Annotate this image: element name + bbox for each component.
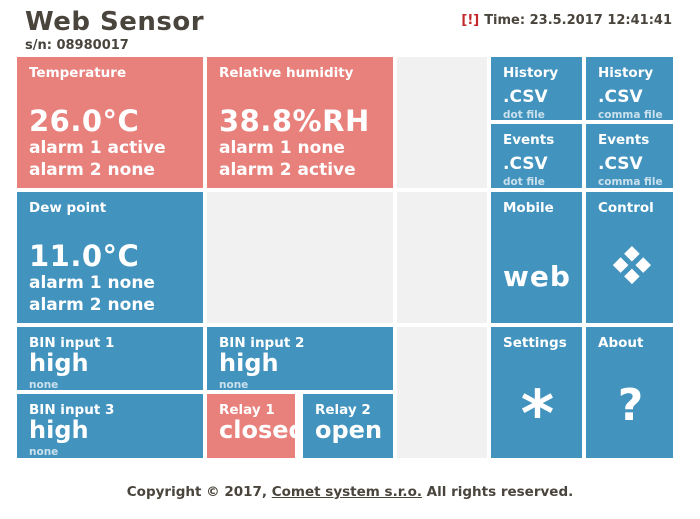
relay2-state: open (315, 416, 383, 445)
tile-temperature: Temperature 26.0°C alarm 1 active alarm … (17, 57, 203, 188)
tile-humidity: Relative humidity 38.8%RH alarm 1 none a… (207, 57, 393, 188)
tile-bin-input-1: BIN input 1 high none (17, 327, 203, 390)
copyright-prefix: Copyright © 2017, (126, 484, 272, 500)
bin1-sub: none (29, 379, 59, 390)
tile-bin-input-2: BIN input 2 high none (207, 327, 393, 390)
tile-relay-1: Relay 1 closed (207, 394, 295, 458)
history-comma-sub: comma file (598, 109, 663, 120)
history-dot-value: .CSV (503, 87, 548, 108)
tile-events-csv-dot[interactable]: Events .CSV dot file (491, 124, 582, 188)
tile-history-csv-comma[interactable]: History .CSV comma file (586, 57, 673, 120)
header: Web Sensor s/n: 08980017 [!] Time: 23.5.2… (0, 0, 700, 53)
history-comma-label: History (598, 65, 654, 81)
time-display: [!] Time: 23.5.2017 12:41:41 (461, 13, 672, 28)
dew-point-label: Dew point (29, 200, 107, 216)
tile-events-csv-comma[interactable]: Events .CSV comma file (586, 124, 673, 188)
about-question-icon: ? (617, 379, 644, 431)
control-diamond-icon (612, 246, 652, 285)
tile-grid: Temperature 26.0°C alarm 1 active alarm … (17, 57, 673, 458)
serial-number: s/n: 08980017 (25, 37, 129, 53)
settings-asterisk-icon: * (520, 377, 555, 452)
tile-history-csv-dot[interactable]: History .CSV dot file (491, 57, 582, 120)
spacer-tile (397, 57, 487, 188)
relay1-label: Relay 1 (219, 402, 275, 418)
dew-point-alarm1: alarm 1 none (29, 273, 155, 294)
events-comma-label: Events (598, 132, 650, 148)
relay1-state: closed (219, 416, 295, 445)
page-title: Web Sensor (25, 7, 205, 37)
time-text: Time: 23.5.2017 12:41:41 (484, 13, 672, 28)
alert-icon: [!] (461, 13, 480, 28)
history-comma-value: .CSV (598, 87, 643, 108)
comet-system-link[interactable]: Comet system s.r.o. (271, 484, 422, 500)
events-dot-value: .CSV (503, 154, 548, 175)
control-label: Control (598, 200, 654, 216)
tile-settings[interactable]: Settings * (491, 327, 582, 458)
events-dot-label: Events (503, 132, 555, 148)
bin1-label: BIN input 1 (29, 335, 115, 351)
bin2-sub: none (219, 379, 249, 390)
bin1-state: high (29, 349, 89, 378)
settings-label: Settings (503, 335, 567, 351)
bin2-label: BIN input 2 (219, 335, 305, 351)
settings-icon-zone: * (503, 351, 572, 452)
humidity-alarm1: alarm 1 none (219, 138, 345, 159)
copyright-suffix: All rights reserved. (421, 484, 574, 500)
temperature-value: 26.0°C (29, 104, 140, 139)
spacer-tile (207, 192, 393, 323)
events-comma-sub: comma file (598, 176, 663, 188)
control-icon-zone (598, 216, 663, 317)
mobile-web-text: web (503, 260, 571, 293)
relay2-label: Relay 2 (315, 402, 371, 418)
bin3-label: BIN input 3 (29, 402, 115, 418)
tile-dew-point: Dew point 11.0°C alarm 1 none alarm 2 no… (17, 192, 203, 323)
relay-row: Relay 1 closed Relay 2 open (207, 394, 393, 458)
history-dot-label: History (503, 65, 559, 81)
bin3-sub: none (29, 446, 59, 458)
humidity-label: Relative humidity (219, 65, 354, 81)
tile-bin-input-3: BIN input 3 high none (17, 394, 203, 458)
about-icon-zone: ? (598, 351, 663, 452)
about-label: About (598, 335, 644, 351)
temperature-alarm2: alarm 2 none (29, 159, 155, 180)
humidity-value: 38.8%RH (219, 104, 370, 139)
events-dot-sub: dot file (503, 176, 545, 188)
tile-relay-2: Relay 2 open (303, 394, 393, 458)
spacer-tile (397, 192, 487, 323)
tile-mobile-web[interactable]: Mobile web (491, 192, 582, 323)
temperature-alarm1: alarm 1 active (29, 138, 166, 159)
dew-point-alarm2: alarm 2 none (29, 294, 155, 315)
humidity-alarm2: alarm 2 active (219, 159, 356, 180)
bin3-state: high (29, 416, 89, 445)
history-dot-sub: dot file (503, 109, 545, 120)
tile-control[interactable]: Control (586, 192, 673, 323)
footer-copyright: Copyright © 2017, Comet system s.r.o. Al… (0, 484, 700, 500)
events-comma-value: .CSV (598, 154, 643, 175)
mobile-label: Mobile (503, 200, 554, 216)
spacer-tile (397, 327, 487, 458)
dew-point-value: 11.0°C (29, 239, 140, 274)
temperature-label: Temperature (29, 65, 127, 81)
tile-about[interactable]: About ? (586, 327, 673, 458)
bin2-state: high (219, 349, 279, 378)
